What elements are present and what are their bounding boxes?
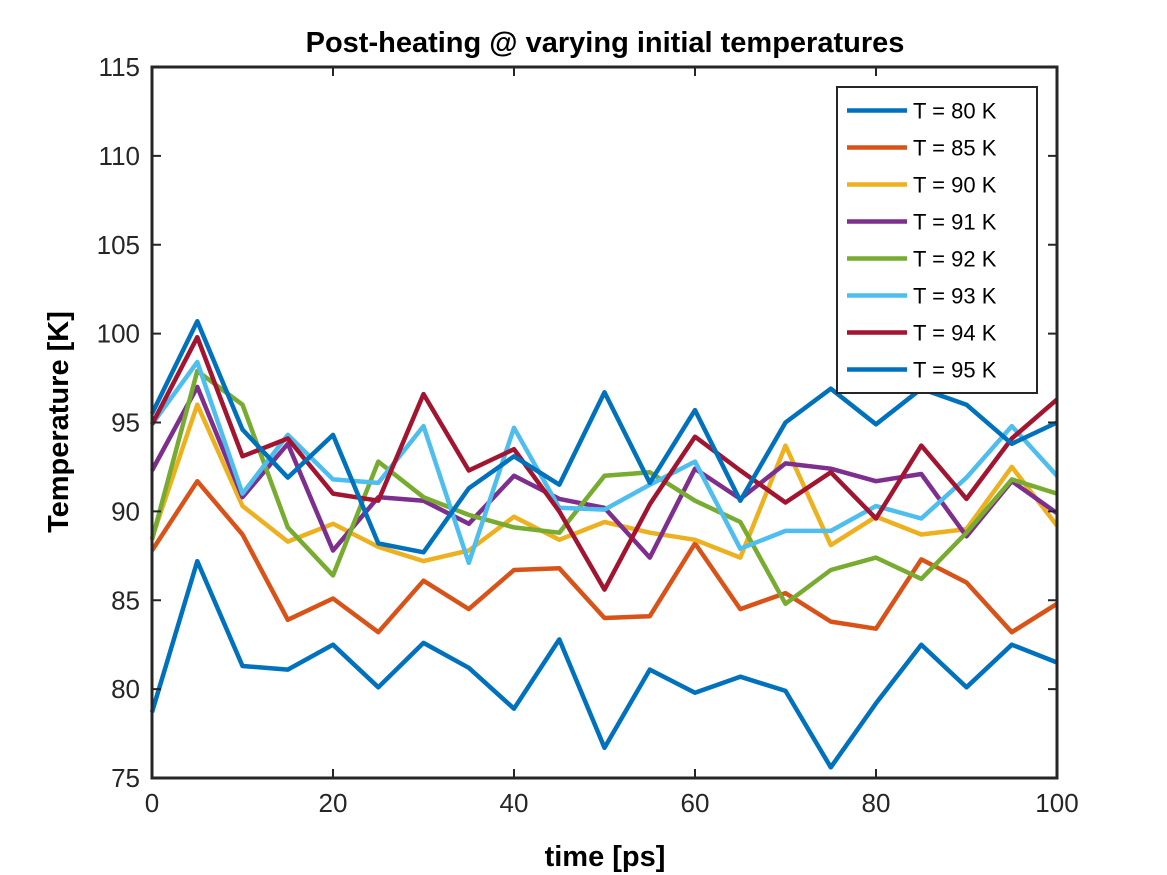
legend-box — [836, 86, 1038, 394]
y-tick-label: 85 — [111, 585, 140, 615]
x-tick-label: 100 — [1035, 788, 1078, 818]
legend: T = 80 K T = 85 K T = 90 K T = 91 K T = 92 K… — [836, 86, 1038, 394]
series-line-1 — [149, 558, 1058, 770]
legend-label-7: T = 94 K — [913, 321, 997, 346]
series-line-7 — [150, 334, 1059, 592]
x-tick-label: 80 — [862, 788, 891, 818]
series-lines — [149, 318, 1059, 770]
x-tick-label: 20 — [319, 788, 348, 818]
y-axis-ticks: 75 80 85 90 95 100 105 110 115 — [97, 52, 1057, 793]
x-axis-label: time [ps] — [545, 841, 666, 873]
x-tick-label: 60 — [681, 788, 710, 818]
x-axis-ticks: 0 20 40 60 80 100 — [145, 67, 1079, 818]
series-line-5 — [149, 368, 1058, 607]
legend-label-6: T = 93 K — [913, 284, 997, 309]
y-tick-label: 115 — [99, 52, 140, 82]
y-tick-label: 75 — [111, 763, 140, 793]
y-tick-label: 90 — [111, 496, 140, 526]
y-tick-label: 110 — [99, 141, 140, 171]
y-tick-label: 105 — [97, 230, 140, 260]
series-line-8 — [149, 318, 1058, 555]
chart-title: Post-heating @ varying initial temperatu… — [306, 27, 905, 59]
series-line-6 — [150, 359, 1059, 566]
legend-label-8: T = 95 K — [913, 358, 997, 383]
legend-label-2: T = 85 K — [913, 136, 997, 161]
legend-label-4: T = 91 K — [913, 210, 997, 235]
y-tick-label: 100 — [97, 319, 140, 349]
legend-label-5: T = 92 K — [913, 247, 997, 272]
x-tick-label: 0 — [145, 788, 159, 818]
y-axis-label: Temperature [K] — [43, 311, 75, 533]
series-line-2 — [150, 478, 1059, 635]
legend-label-1: T = 80 K — [913, 99, 997, 124]
series-line-3 — [149, 402, 1059, 564]
y-tick-label: 80 — [111, 674, 140, 704]
legend-label-3: T = 90 K — [913, 173, 997, 198]
x-tick-label: 40 — [500, 788, 529, 818]
y-tick-label: 95 — [111, 408, 140, 438]
